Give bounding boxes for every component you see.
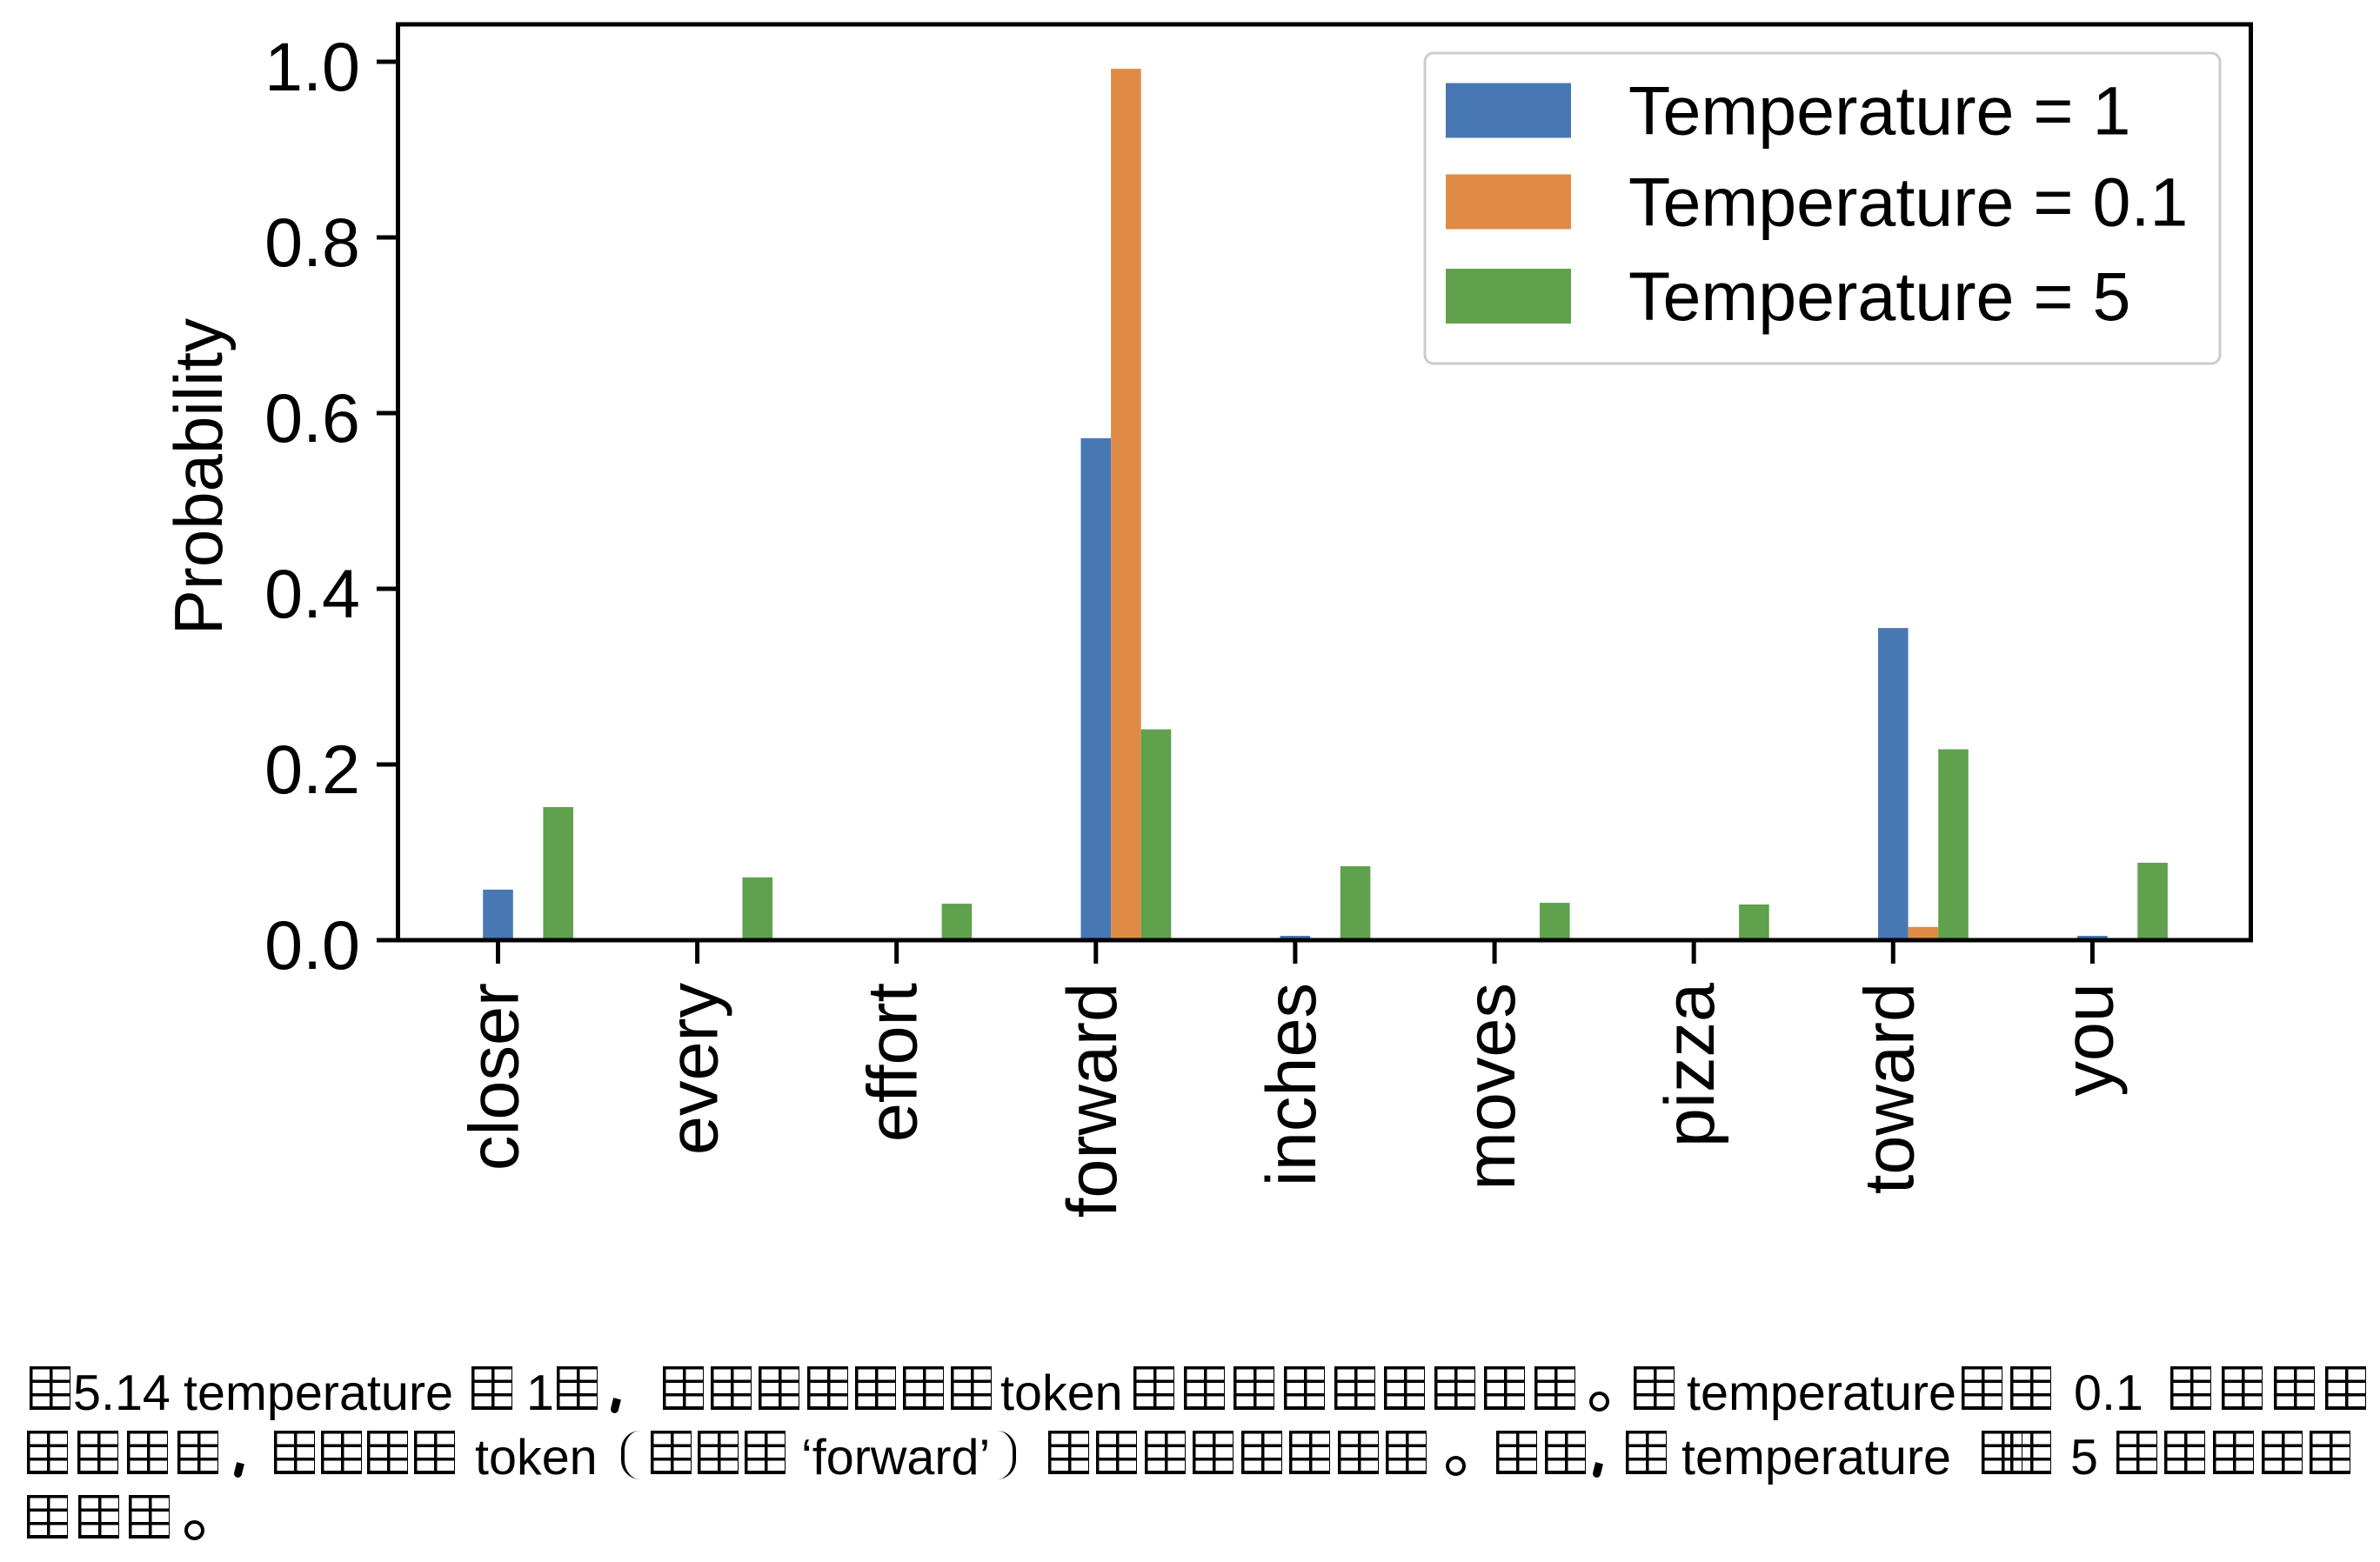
- svg-text:1.0: 1.0: [264, 28, 360, 105]
- svg-text:forward: forward: [1053, 983, 1132, 1218]
- svg-text:Temperature = 0.1: Temperature = 0.1: [1628, 164, 2188, 241]
- svg-text:pizza: pizza: [1651, 982, 1729, 1147]
- svg-text:toward: toward: [1850, 983, 1929, 1194]
- svg-text:0.6: 0.6: [264, 379, 360, 457]
- svg-text:0.2: 0.2: [264, 731, 360, 808]
- svg-text:0.0: 0.0: [264, 906, 360, 984]
- svg-text:Temperature = 5: Temperature = 5: [1628, 257, 2130, 335]
- svg-text:0.8: 0.8: [264, 204, 360, 281]
- svg-text:inches: inches: [1253, 983, 1331, 1186]
- svg-text:Temperature = 1: Temperature = 1: [1628, 72, 2130, 150]
- svg-text:0.4: 0.4: [264, 555, 360, 632]
- svg-text:every: every: [655, 983, 733, 1156]
- svg-text:moves: moves: [1452, 983, 1530, 1191]
- svg-text:effort: effort: [854, 983, 933, 1142]
- svg-text:you: you: [2049, 983, 2128, 1097]
- svg-text:closer: closer: [456, 983, 534, 1171]
- svg-text:Probability: Probability: [160, 318, 237, 635]
